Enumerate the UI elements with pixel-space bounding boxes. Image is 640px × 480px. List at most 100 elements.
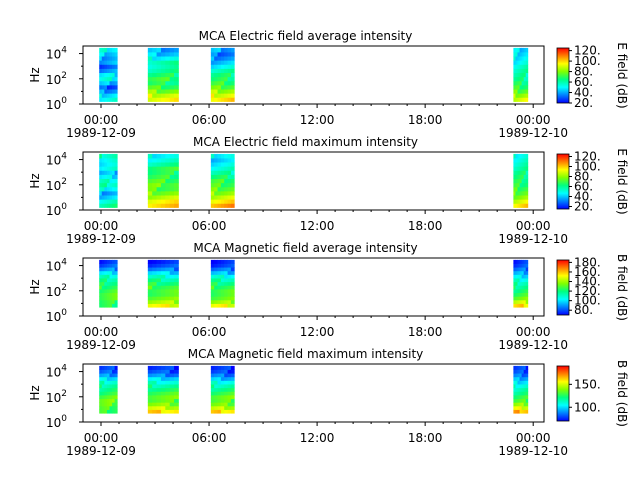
heatmap-cell	[517, 186, 520, 192]
heatmap-cell	[104, 174, 108, 180]
heatmap-cell	[227, 409, 232, 414]
heatmap-cell	[101, 365, 105, 370]
heatmap-cell	[227, 292, 232, 297]
heatmap-cell	[217, 60, 222, 65]
heatmap-cell	[160, 186, 166, 192]
heatmap-cell	[230, 170, 235, 175]
heatmap-cell	[106, 199, 110, 204]
heatmap-cell	[217, 292, 222, 297]
heatmap-cell	[513, 387, 516, 392]
heatmap-cell	[114, 263, 118, 268]
heatmap-cell	[519, 281, 523, 286]
colorbar-label: E field (dB)	[615, 148, 629, 214]
heatmap-cell	[101, 56, 105, 61]
heatmap-cell	[109, 380, 113, 385]
heatmap-cell	[152, 285, 157, 290]
heatmap-cell	[106, 52, 110, 57]
heatmap-cell	[519, 84, 523, 90]
heatmap-cell	[217, 178, 222, 184]
heatmap-cell	[152, 186, 157, 192]
heatmap-cell	[210, 259, 215, 264]
heatmap-cell	[214, 303, 218, 308]
heatmap-cell	[230, 267, 235, 272]
colorbar-tick-label: 100.	[574, 400, 601, 414]
heatmap-cell	[523, 299, 527, 304]
heatmap-cell	[106, 380, 110, 385]
heatmap-cell	[515, 203, 518, 208]
heatmap-cell	[210, 178, 215, 184]
y-tick-label: 100	[46, 414, 67, 430]
heatmap-cell	[165, 296, 171, 301]
heatmap-cell	[174, 64, 179, 69]
heatmap-cell	[165, 263, 171, 268]
heatmap-cell	[114, 56, 118, 61]
heatmap-cell	[104, 270, 108, 275]
heatmap-cell	[114, 296, 118, 301]
heatmap-cell	[101, 384, 105, 389]
heatmap-cell	[210, 203, 215, 208]
heatmap-cell	[106, 186, 110, 192]
heatmap-cell	[523, 162, 527, 167]
heatmap-cell	[515, 60, 518, 65]
heatmap-cell	[220, 405, 225, 410]
heatmap-cell	[230, 405, 235, 410]
heatmap-cell	[152, 380, 157, 385]
heatmap-cell	[160, 259, 166, 264]
heatmap-cell	[104, 394, 108, 400]
heatmap-cell	[513, 391, 516, 396]
heatmap-cell	[517, 380, 520, 385]
heatmap-cell	[220, 162, 225, 167]
heatmap-cell	[101, 97, 105, 102]
heatmap-cell	[112, 405, 116, 410]
heatmap-cell	[147, 267, 153, 272]
y-tick-label: 102	[46, 71, 67, 87]
heatmap-cell	[210, 158, 215, 163]
heatmap-cell	[220, 281, 225, 286]
heatmap-cell	[147, 285, 153, 290]
heatmap-cell	[109, 285, 113, 290]
heatmap-cell	[214, 267, 218, 272]
heatmap-cell	[156, 190, 162, 196]
heatmap-cell	[513, 76, 516, 82]
heatmap-cell	[99, 68, 103, 74]
heatmap-cell	[521, 56, 525, 61]
y-tick-label: 104	[46, 46, 67, 62]
heatmap-cell	[230, 281, 235, 286]
heatmap-cell	[160, 190, 166, 196]
heatmap-cell	[521, 303, 525, 308]
heatmap-cell	[525, 292, 529, 297]
heatmap-cell	[99, 391, 103, 396]
heatmap-cell	[104, 182, 108, 188]
heatmap-cell	[515, 190, 518, 196]
heatmap-cell	[114, 365, 118, 370]
heatmap-cell	[152, 80, 157, 86]
heatmap-cell	[521, 402, 525, 407]
heatmap-cell	[513, 84, 516, 90]
heatmap-cell	[160, 203, 166, 208]
heatmap-cell	[214, 84, 218, 90]
heatmap-cell	[525, 267, 529, 272]
heatmap-cell	[156, 170, 162, 175]
heatmap-cell	[106, 299, 110, 304]
heatmap-cell	[220, 153, 225, 159]
heatmap-cell	[220, 288, 225, 294]
heatmap-cell	[525, 409, 529, 414]
heatmap-cell	[101, 174, 105, 180]
heatmap-cell	[169, 274, 175, 279]
heatmap-cell	[169, 56, 175, 61]
colorbar-frame	[556, 153, 570, 210]
heatmap-cell	[147, 203, 153, 208]
heatmap-cell	[114, 64, 118, 69]
heatmap-cell	[521, 93, 525, 98]
heatmap-cell	[517, 64, 520, 69]
heatmap-cell	[165, 398, 171, 403]
heatmap-cell	[114, 203, 118, 208]
heatmap-cell	[515, 394, 518, 400]
heatmap-cell	[156, 199, 162, 204]
heatmap-cell	[214, 296, 218, 301]
heatmap-cell	[112, 84, 116, 90]
heatmap-cell	[104, 398, 108, 403]
x-date-label: 1989-12-09	[66, 338, 136, 352]
heatmap-cell	[525, 288, 529, 294]
heatmap-cell	[227, 387, 232, 392]
